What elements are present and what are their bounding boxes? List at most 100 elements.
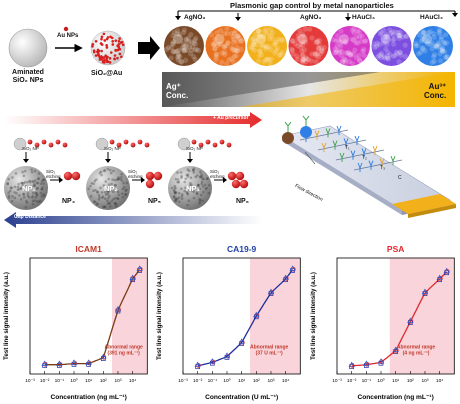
sphere-texture [182, 27, 187, 32]
sphere-texture [339, 53, 344, 58]
core-texture [180, 171, 183, 174]
sphere-texture [379, 51, 384, 56]
gold-np [232, 180, 240, 188]
sio2-np-label-1: SiO₂ NP [22, 147, 39, 152]
red-np [42, 140, 47, 145]
sphere-texture [343, 50, 348, 55]
core-texture [201, 181, 204, 184]
core-texture [123, 186, 126, 189]
gap-distance-label: Gap Distance [14, 214, 46, 220]
sphere-texture [219, 60, 224, 65]
core-texture [181, 197, 184, 200]
au-dot [118, 37, 121, 40]
core-texture [202, 191, 205, 194]
core-texture [87, 188, 90, 191]
core-texture [11, 195, 14, 198]
sphere-texture [268, 33, 273, 38]
core-texture [193, 167, 196, 170]
sphere-texture [316, 46, 321, 51]
sphere-texture [183, 58, 188, 63]
red-np [56, 140, 61, 145]
sphere-texture [290, 52, 295, 57]
core-texture [208, 192, 211, 195]
x-tick-label: 10¹ [392, 378, 399, 384]
core-texture [125, 189, 128, 192]
sphere-texture [222, 44, 227, 49]
lateral-flow-strip [282, 116, 456, 218]
core-texture [11, 200, 14, 203]
y-axis-label: Test line signal intensity (a.u.) [3, 272, 10, 360]
sphere-texture [298, 45, 303, 50]
red-np [145, 143, 150, 148]
core-texture [90, 195, 93, 198]
sphere-texture [265, 56, 270, 61]
sphere-texture [350, 61, 355, 66]
sphere-texture [388, 31, 393, 36]
np6-label: NP₆ [236, 198, 249, 205]
core-texture [20, 198, 23, 201]
core-texture [202, 185, 205, 188]
t1-label: T₁ [345, 146, 350, 152]
red-np [192, 140, 197, 145]
core-texture [119, 178, 122, 181]
sphere-texture [440, 49, 445, 54]
core-texture [176, 181, 179, 184]
core-texture [17, 188, 20, 191]
sphere-texture [276, 37, 281, 42]
core-texture [120, 173, 123, 176]
au-dot [101, 36, 104, 39]
reagent-haucl4-mixed: HAuCl₄ [352, 14, 375, 21]
x-tick-label: 10⁻³ [332, 378, 342, 384]
sphere-texture [354, 35, 359, 40]
sphere-texture [196, 48, 201, 53]
core-texture [177, 178, 180, 181]
core-texture [15, 192, 18, 195]
core-texture [117, 176, 120, 179]
chart-title: CA19-9 [227, 244, 257, 254]
core-texture [200, 173, 203, 176]
core-texture [7, 178, 10, 181]
sphere-highlight [173, 34, 183, 44]
x-tick-label: 10⁴ [129, 378, 136, 384]
core-texture [23, 175, 26, 178]
sphere-texture [171, 49, 176, 54]
core-texture [199, 199, 202, 202]
sphere-highlight [339, 34, 349, 44]
sphere-texture [231, 40, 236, 45]
sphere-texture [413, 41, 418, 46]
chart-1: CA19-9Test line signal intensity (a.u.)C… [153, 240, 306, 404]
core-texture [205, 187, 208, 190]
core-texture [31, 180, 34, 183]
core-texture [34, 179, 37, 182]
abnormal-range-value: (391 ng mL⁻¹) [107, 350, 140, 356]
sphere-texture [262, 29, 267, 34]
sio2-etching-label-3: SiO₂ etching [210, 170, 230, 180]
core-texture [200, 194, 203, 197]
t3-label: T₃ [380, 166, 385, 172]
sphere-texture [386, 56, 391, 61]
au-dot [100, 50, 103, 53]
sphere-texture [352, 26, 357, 31]
sphere-texture [256, 59, 261, 64]
reagent-agno3: AgNO₃ [184, 14, 205, 21]
sphere-texture [392, 36, 397, 41]
core-texture [40, 182, 43, 185]
sphere-texture [252, 48, 257, 53]
core-texture [188, 170, 191, 173]
sphere-texture [224, 26, 229, 31]
core-texture [17, 183, 20, 186]
au-dot [98, 56, 101, 59]
core-texture [122, 196, 125, 199]
chart-title: ICAM1 [75, 244, 102, 254]
core-texture [121, 192, 124, 195]
sphere-texture [379, 30, 384, 35]
core-texture [116, 179, 119, 182]
core-texture [100, 174, 103, 177]
au-dot [114, 39, 117, 42]
x-tick-label: 10³ [421, 378, 428, 384]
au-dot [113, 57, 116, 60]
au-conc-label: Au³⁺ Conc. [424, 83, 446, 101]
core-texture [6, 183, 9, 186]
au-dot [101, 43, 104, 46]
core-texture [173, 196, 176, 199]
